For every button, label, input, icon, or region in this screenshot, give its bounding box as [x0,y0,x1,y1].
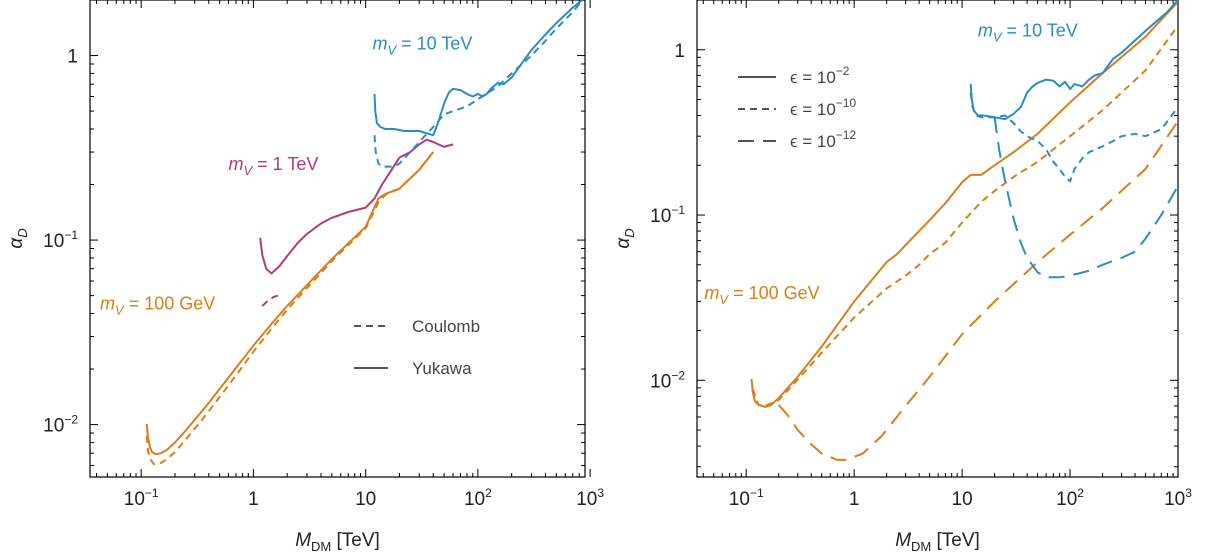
series-group [145,0,583,466]
legend: ϵ = 10−2 ϵ = 10−10 ϵ = 10−12 [738,64,856,151]
plot-frame [89,0,586,478]
chart-panel-1: 10−1 1 10 102 103 10−2 10−1 1 mV = 10 TeV mV = 1 … [6,0,604,554]
series-line-magenta-solid [259,138,454,275]
y-tick-label: 1 [674,41,685,62]
series-line-blue-solid [969,0,1178,121]
legend-label: ϵ = 10−2 [790,64,850,87]
y-tick-label: 10−1 [43,228,78,252]
y-tick-label: 1 [67,47,78,68]
series-line-magenta-dashed [261,293,283,307]
y-tick-label: 10−1 [650,203,685,227]
series-group [750,0,1178,461]
legend: Coulomb Yukawa [354,317,480,378]
y-axis-label: αD [613,228,637,248]
legend-label: ϵ = 10−12 [790,128,856,151]
minor-ticks [697,0,1178,477]
x-tick-label: 102 [464,486,492,510]
series-line-blue-solid [373,0,583,137]
mass-annotation: mV = 1 TeV [229,154,319,178]
x-tick-label: 10 [952,489,973,510]
x-tick-label: 103 [1164,486,1192,510]
x-tick-label: 10 [355,489,376,510]
series-line-orange-dashed [145,151,434,466]
minor-ticks [90,0,586,477]
y-tick-label: 10−2 [650,368,685,392]
mass-annotation: mV = 100 GeV [100,294,215,318]
x-tick-label: 10−1 [124,486,159,510]
x-axis-label: MDM [TeV] [295,530,380,554]
series-line-blue-dashed [373,0,583,168]
chart-panel-2: 10−1 1 10 102 103 10−2 10−1 1 mV = 10 TeV mV = 10… [613,0,1192,554]
series-line-orange-longdash [777,120,1178,461]
x-tick-label: 102 [1056,486,1084,510]
mass-annotation: mV = 100 GeV [704,283,819,307]
y-tick-label: 10−2 [43,413,78,437]
y-axis-label: αD [6,228,30,248]
x-axis-label: MDM [TeV] [895,530,980,554]
x-tick-label: 1 [849,489,860,510]
x-tick-label: 1 [248,489,259,510]
legend-label: ϵ = 10−10 [790,96,856,119]
series-line-orange-solid [750,1,1178,408]
mass-annotation: mV = 10 TeV [372,33,472,57]
mass-annotation: mV = 10 TeV [978,21,1078,45]
legend-label: Coulomb [412,317,480,336]
series-line-blue-longdash [993,117,1178,279]
x-tick-label: 10−1 [729,486,764,510]
legend-label: Yukawa [412,359,472,378]
series-line-orange-solid [145,151,434,456]
x-tick-label: 103 [576,486,604,510]
plot-frame [696,0,1179,478]
